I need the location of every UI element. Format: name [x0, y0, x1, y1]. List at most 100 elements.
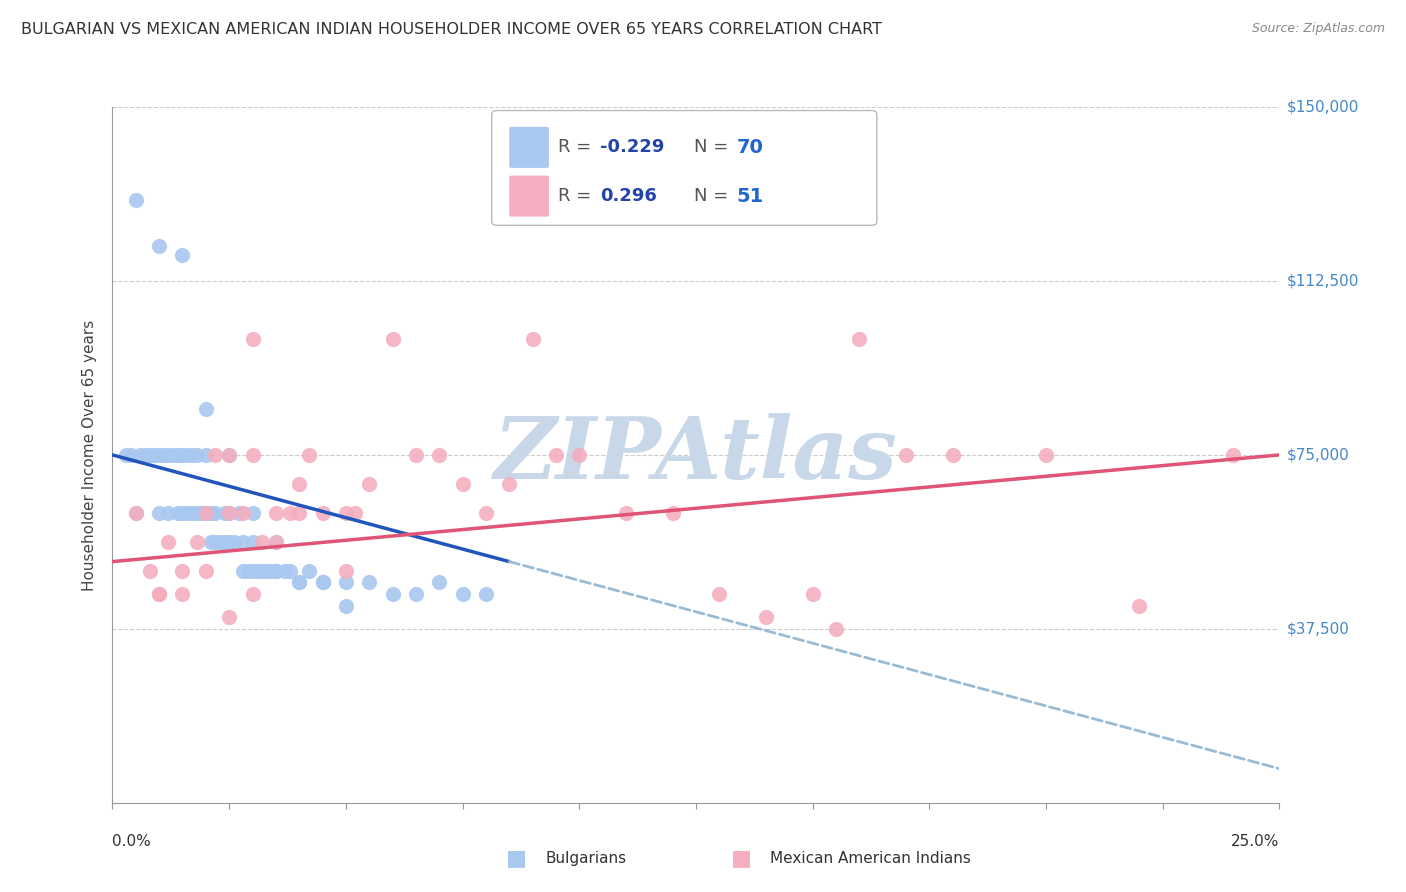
Point — [186, 448, 208, 462]
Text: 0.0%: 0.0% — [112, 834, 152, 849]
Point — [222, 534, 245, 549]
Point — [311, 506, 333, 520]
Text: -0.229: -0.229 — [600, 138, 665, 156]
Point — [242, 506, 264, 520]
Point — [172, 506, 194, 520]
Point — [218, 506, 240, 520]
Text: Bulgarians: Bulgarians — [546, 851, 627, 865]
Point — [214, 506, 236, 520]
Point — [242, 564, 264, 578]
Point — [288, 476, 311, 491]
Point — [208, 534, 231, 549]
Point — [264, 534, 287, 549]
Point — [381, 332, 404, 346]
Text: $112,500: $112,500 — [1286, 274, 1358, 288]
Point — [278, 506, 301, 520]
Text: N =: N = — [693, 187, 734, 205]
Point — [157, 506, 180, 520]
Point — [335, 599, 357, 613]
Point — [544, 448, 567, 462]
Text: R =: R = — [558, 138, 598, 156]
Text: 25.0%: 25.0% — [1232, 834, 1279, 849]
Point — [801, 587, 824, 601]
Point — [148, 506, 170, 520]
Point — [297, 448, 319, 462]
Point — [288, 575, 311, 590]
Point — [148, 587, 170, 601]
Point — [218, 534, 240, 549]
Point — [335, 506, 357, 520]
Text: ■: ■ — [731, 848, 752, 868]
Point — [125, 193, 148, 207]
Point — [162, 448, 184, 462]
Text: $150,000: $150,000 — [1286, 100, 1358, 114]
Point — [194, 564, 217, 578]
Point — [274, 564, 297, 578]
Point — [143, 448, 166, 462]
Point — [139, 564, 162, 578]
Point — [200, 534, 222, 549]
Text: N =: N = — [693, 138, 734, 156]
Point — [359, 476, 381, 491]
Point — [157, 448, 180, 462]
Point — [427, 575, 450, 590]
Point — [176, 448, 198, 462]
Text: Mexican American Indians: Mexican American Indians — [770, 851, 972, 865]
Text: R =: R = — [558, 187, 603, 205]
Point — [176, 506, 198, 520]
Point — [194, 448, 217, 462]
Point — [134, 448, 156, 462]
Point — [232, 564, 254, 578]
Point — [256, 564, 278, 578]
Point — [194, 401, 217, 416]
FancyBboxPatch shape — [509, 127, 548, 168]
Point — [148, 587, 170, 601]
Text: ■: ■ — [506, 848, 527, 868]
Point — [148, 239, 170, 253]
Point — [148, 448, 170, 462]
Point — [264, 534, 287, 549]
Point — [381, 587, 404, 601]
Point — [242, 534, 264, 549]
Point — [475, 587, 498, 601]
Point — [200, 506, 222, 520]
Point — [166, 506, 188, 520]
Point — [166, 448, 188, 462]
Point — [264, 506, 287, 520]
Point — [250, 534, 273, 549]
Point — [232, 534, 254, 549]
Point — [228, 506, 250, 520]
Point — [218, 506, 240, 520]
Point — [335, 564, 357, 578]
Point — [129, 448, 152, 462]
Point — [568, 448, 591, 462]
Point — [1128, 599, 1150, 613]
Point — [125, 506, 148, 520]
Point — [190, 506, 212, 520]
Point — [1035, 448, 1057, 462]
FancyBboxPatch shape — [492, 111, 877, 226]
Point — [172, 587, 194, 601]
Point — [661, 506, 683, 520]
Point — [264, 564, 287, 578]
Point — [250, 564, 273, 578]
Point — [475, 506, 498, 520]
Point — [894, 448, 917, 462]
Point — [344, 506, 367, 520]
Point — [451, 476, 474, 491]
Point — [204, 534, 226, 549]
Y-axis label: Householder Income Over 65 years: Householder Income Over 65 years — [82, 319, 97, 591]
Text: ZIPAtlas: ZIPAtlas — [494, 413, 898, 497]
Point — [260, 564, 283, 578]
Text: Source: ZipAtlas.com: Source: ZipAtlas.com — [1251, 22, 1385, 36]
Point — [848, 332, 870, 346]
Text: $75,000: $75,000 — [1286, 448, 1350, 462]
Text: $37,500: $37,500 — [1286, 622, 1350, 636]
Point — [204, 448, 226, 462]
Point — [405, 448, 427, 462]
Point — [278, 564, 301, 578]
Point — [214, 534, 236, 549]
Point — [427, 448, 450, 462]
Text: 70: 70 — [737, 138, 763, 157]
Point — [614, 506, 637, 520]
